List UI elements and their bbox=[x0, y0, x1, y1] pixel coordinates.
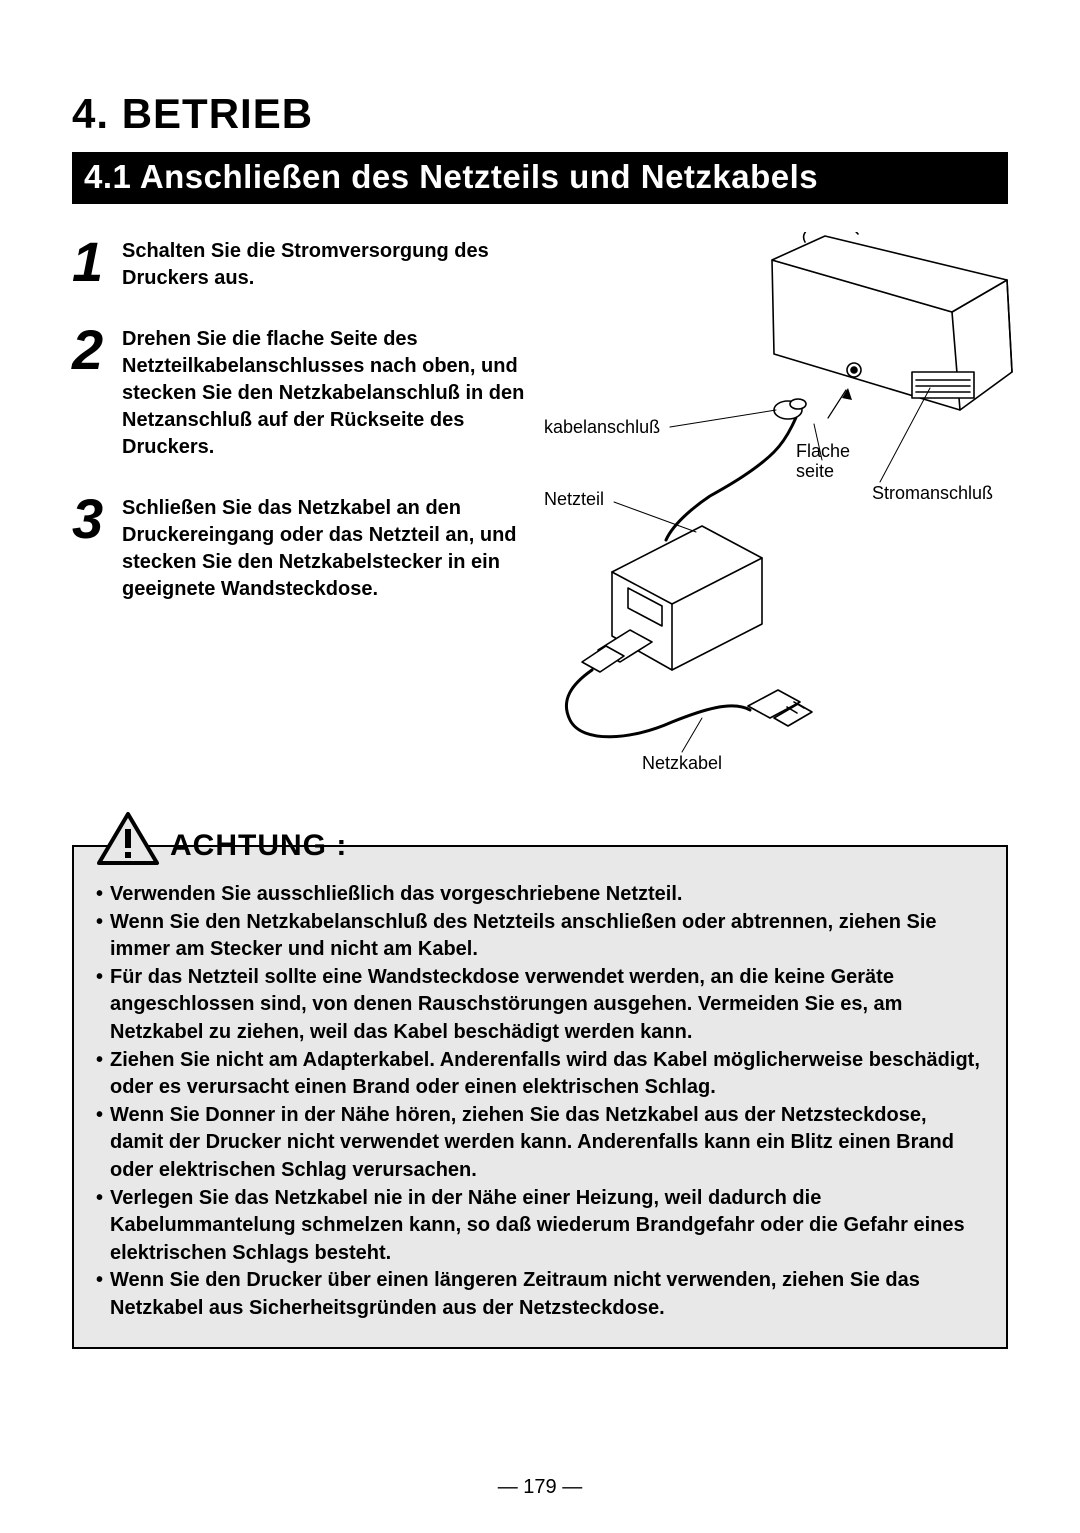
label-flache: Flache bbox=[796, 442, 850, 462]
caution-item: Verwenden Sie ausschließlich das vorgesc… bbox=[96, 881, 984, 909]
caution-item: Wenn Sie den Netzkabelanschluß des Netzt… bbox=[96, 909, 984, 964]
step-3: 3 Schließen Sie das Netzkabel an den Dru… bbox=[72, 489, 532, 603]
step-text: Schließen Sie das Netzkabel an den Druck… bbox=[122, 489, 532, 603]
caution-item: Wenn Sie den Drucker über einen längeren… bbox=[96, 1267, 984, 1322]
step-2: 2 Drehen Sie die flache Seite des Netzte… bbox=[72, 320, 532, 461]
label-stromanschluss: Stromanschluß bbox=[872, 484, 993, 504]
caution-box: ACHTUNG : Verwenden Sie ausschließlich d… bbox=[72, 845, 1008, 1349]
caution-item: Für das Netzteil sollte eine Wandsteckdo… bbox=[96, 964, 984, 1047]
caution-item: Ziehen Sie nicht am Adapterkabel. Andere… bbox=[96, 1047, 984, 1102]
caution-title: ACHTUNG : bbox=[170, 829, 347, 867]
caution-item: Verlegen Sie das Netzkabel nie in der Nä… bbox=[96, 1185, 984, 1268]
chapter-title: 4. BETRIEB bbox=[72, 90, 1008, 138]
page-number: — 179 — bbox=[0, 1476, 1080, 1499]
step-number: 3 bbox=[72, 489, 122, 603]
step-number: 2 bbox=[72, 320, 122, 461]
label-kabelanschluss: kabelanschluß bbox=[544, 418, 660, 438]
step-text: Schalten Sie die Stromversorgung des Dru… bbox=[122, 232, 532, 292]
caution-list: Verwenden Sie ausschließlich das vorgesc… bbox=[96, 881, 984, 1323]
warning-triangle-icon bbox=[96, 811, 160, 867]
step-text: Drehen Sie die flache Seite des Netzteil… bbox=[122, 320, 532, 461]
label-netzkabel: Netzkabel bbox=[642, 754, 722, 774]
step-1: 1 Schalten Sie die Stromversorgung des D… bbox=[72, 232, 532, 292]
content-row: 1 Schalten Sie die Stromversorgung des D… bbox=[72, 232, 1008, 777]
step-number: 1 bbox=[72, 232, 122, 292]
printer-adapter-diagram bbox=[542, 232, 1022, 777]
label-seite: seite bbox=[796, 462, 834, 482]
caution-header: ACHTUNG : bbox=[96, 811, 984, 867]
illustration: kabelanschluß Flache seite Netzteil Stro… bbox=[542, 232, 1008, 777]
caution-item: Wenn Sie Donner in der Nähe hören, ziehe… bbox=[96, 1102, 984, 1185]
label-netzteil: Netzteil bbox=[544, 490, 604, 510]
steps-column: 1 Schalten Sie die Stromversorgung des D… bbox=[72, 232, 542, 777]
section-title-bar: 4.1 Anschließen des Netzteils und Netzka… bbox=[72, 152, 1008, 204]
